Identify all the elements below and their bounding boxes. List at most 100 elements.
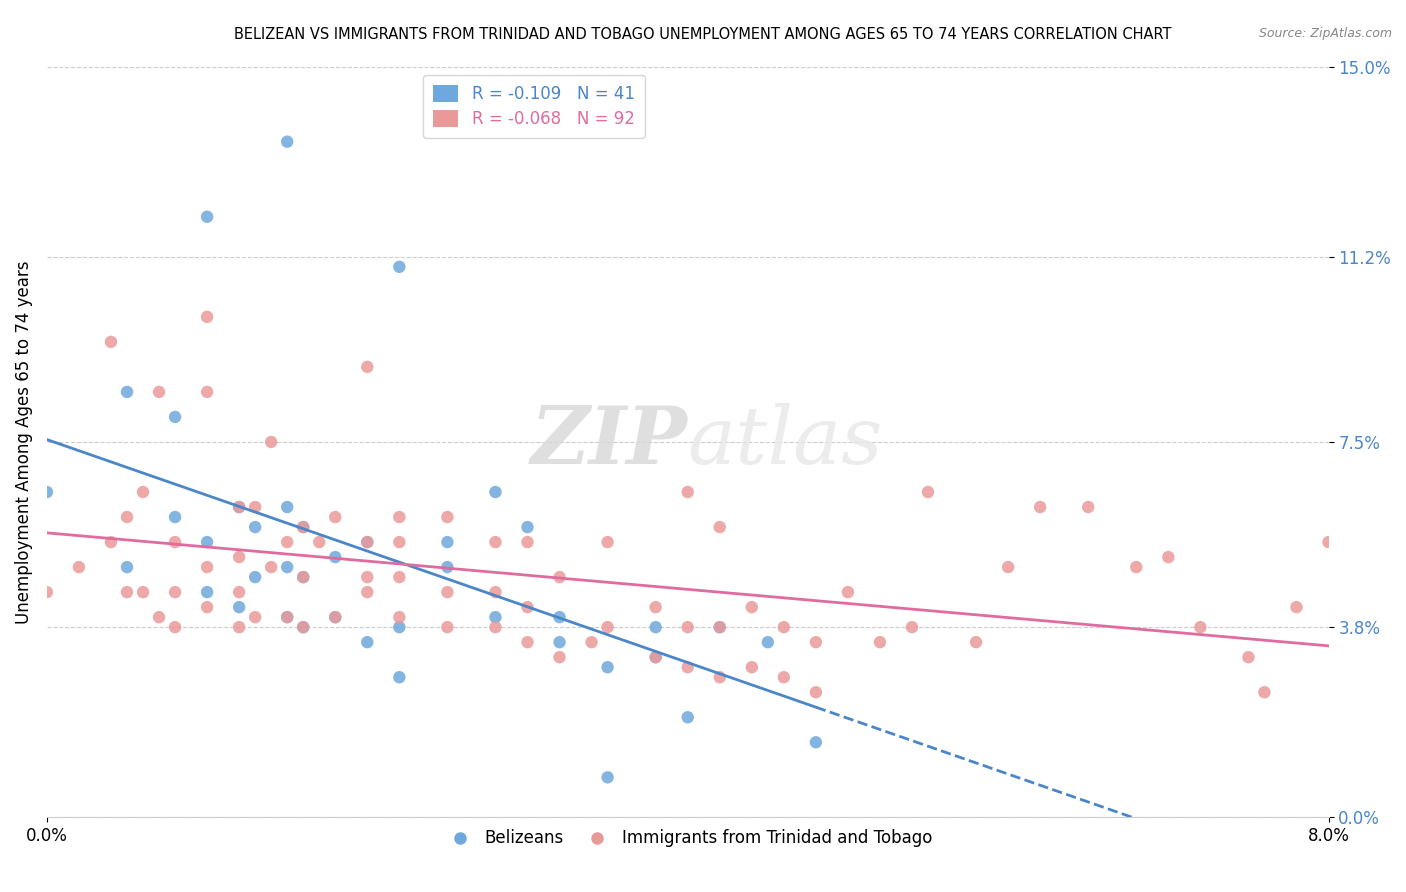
Point [756,635,779,649]
Point [1253,685,1275,699]
Point [260,434,283,449]
Point [165,620,187,634]
Point [676,660,699,674]
Point [195,210,218,224]
Text: atlas: atlas [688,403,883,481]
Point [1237,650,1260,665]
Point [292,520,315,534]
Point [292,620,315,634]
Point [436,535,458,549]
Point [709,670,731,684]
Point [644,600,666,615]
Point [228,500,250,514]
Point [165,409,187,424]
Point [195,384,218,399]
Point [276,500,298,514]
Point [276,135,298,149]
Point [516,535,538,549]
Point [243,500,266,514]
Point [148,384,170,399]
Point [356,635,378,649]
Point [100,535,122,549]
Point [741,600,763,615]
Point [195,600,218,615]
Text: Source: ZipAtlas.com: Source: ZipAtlas.com [1258,27,1392,40]
Legend: Belizeans, Immigrants from Trinidad and Tobago: Belizeans, Immigrants from Trinidad and … [436,822,939,854]
Point [115,560,138,574]
Point [388,535,411,549]
Point [195,560,218,574]
Point [516,520,538,534]
Point [228,550,250,565]
Text: BELIZEAN VS IMMIGRANTS FROM TRINIDAD AND TOBAGO UNEMPLOYMENT AMONG AGES 65 TO 74: BELIZEAN VS IMMIGRANTS FROM TRINIDAD AND… [235,27,1171,42]
Point [388,610,411,624]
Point [676,710,699,724]
Point [484,620,506,634]
Point [436,560,458,574]
Point [596,535,619,549]
Point [804,735,827,749]
Point [548,635,571,649]
Text: ZIP: ZIP [531,403,688,481]
Point [388,570,411,584]
Point [548,610,571,624]
Point [709,620,731,634]
Point [228,500,250,514]
Point [901,620,924,634]
Point [115,384,138,399]
Point [516,635,538,649]
Point [356,585,378,599]
Point [276,535,298,549]
Point [243,520,266,534]
Point [516,600,538,615]
Point [596,660,619,674]
Point [1285,600,1308,615]
Point [596,770,619,784]
Y-axis label: Unemployment Among Ages 65 to 74 years: Unemployment Among Ages 65 to 74 years [15,260,32,624]
Point [115,585,138,599]
Point [276,610,298,624]
Point [869,635,891,649]
Point [195,310,218,324]
Point [292,620,315,634]
Point [67,560,90,574]
Point [644,620,666,634]
Point [644,650,666,665]
Point [917,485,939,500]
Point [292,570,315,584]
Point [709,620,731,634]
Point [676,620,699,634]
Point [581,635,603,649]
Point [132,585,155,599]
Point [965,635,987,649]
Point [356,359,378,374]
Point [772,670,794,684]
Point [388,260,411,274]
Point [132,485,155,500]
Point [484,585,506,599]
Point [596,620,619,634]
Point [243,570,266,584]
Point [548,650,571,665]
Point [115,510,138,524]
Point [356,535,378,549]
Point [484,610,506,624]
Point [323,610,346,624]
Point [165,535,187,549]
Point [837,585,859,599]
Point [323,610,346,624]
Point [228,620,250,634]
Point [323,550,346,565]
Point [997,560,1019,574]
Point [228,600,250,615]
Point [804,685,827,699]
Point [356,570,378,584]
Point [644,650,666,665]
Point [356,535,378,549]
Point [195,585,218,599]
Point [228,585,250,599]
Point [548,570,571,584]
Point [276,610,298,624]
Point [35,585,58,599]
Point [1077,500,1099,514]
